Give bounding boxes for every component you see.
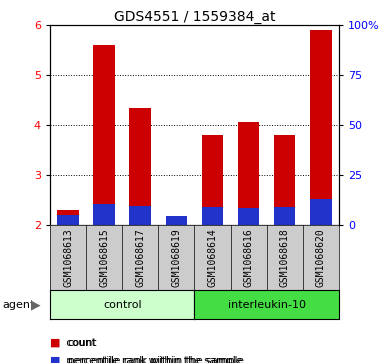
Text: control: control	[103, 300, 142, 310]
Bar	[94, 204, 115, 225]
Text: GSM1068618: GSM1068618	[280, 228, 290, 287]
Bar	[310, 30, 331, 225]
Title: GDS4551 / 1559384_at: GDS4551 / 1559384_at	[114, 11, 275, 24]
Bar	[129, 108, 151, 225]
Bar	[310, 199, 331, 225]
Text: ■  count: ■ count	[50, 338, 96, 348]
Bar	[57, 215, 79, 225]
Bar	[202, 207, 223, 225]
Bar	[274, 207, 296, 225]
Text: count: count	[68, 338, 97, 348]
Text: GSM1068613: GSM1068613	[63, 228, 73, 287]
Text: interleukin-10: interleukin-10	[228, 300, 306, 310]
Bar	[274, 135, 296, 225]
Text: percentile rank within the sample: percentile rank within the sample	[68, 356, 244, 363]
Bar	[94, 45, 115, 225]
Text: ▶: ▶	[31, 298, 40, 311]
Text: agent: agent	[2, 300, 34, 310]
Bar	[238, 122, 259, 225]
Text: GSM1068616: GSM1068616	[244, 228, 254, 287]
Text: GSM1068615: GSM1068615	[99, 228, 109, 287]
Text: GSM1068619: GSM1068619	[171, 228, 181, 287]
Bar	[238, 208, 259, 225]
Text: ■: ■	[50, 338, 61, 348]
Bar	[57, 210, 79, 225]
Text: GSM1068620: GSM1068620	[316, 228, 326, 287]
Text: ■  percentile rank within the sample: ■ percentile rank within the sample	[50, 356, 242, 363]
Bar	[166, 217, 187, 225]
Text: GSM1068617: GSM1068617	[135, 228, 145, 287]
Bar	[129, 206, 151, 225]
Bar	[202, 135, 223, 225]
Text: ■: ■	[50, 356, 61, 363]
Text: GSM1068614: GSM1068614	[208, 228, 218, 287]
Bar	[166, 216, 187, 225]
